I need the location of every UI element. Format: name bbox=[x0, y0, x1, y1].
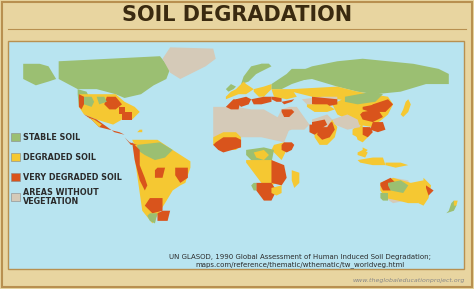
Polygon shape bbox=[292, 170, 300, 188]
Polygon shape bbox=[282, 110, 294, 117]
Polygon shape bbox=[254, 150, 269, 160]
Polygon shape bbox=[272, 160, 287, 186]
Polygon shape bbox=[419, 178, 431, 206]
Polygon shape bbox=[370, 122, 385, 132]
Polygon shape bbox=[363, 104, 381, 112]
Polygon shape bbox=[137, 130, 142, 132]
Polygon shape bbox=[175, 168, 188, 183]
Polygon shape bbox=[272, 186, 282, 196]
Polygon shape bbox=[254, 84, 272, 97]
FancyBboxPatch shape bbox=[11, 153, 20, 161]
Polygon shape bbox=[302, 97, 337, 107]
Polygon shape bbox=[87, 117, 102, 127]
Polygon shape bbox=[23, 64, 56, 85]
Text: STABLE SOIL: STABLE SOIL bbox=[23, 132, 80, 142]
Polygon shape bbox=[226, 81, 254, 99]
Polygon shape bbox=[385, 163, 408, 168]
Polygon shape bbox=[79, 94, 84, 110]
Polygon shape bbox=[357, 150, 368, 158]
Polygon shape bbox=[84, 97, 94, 107]
Polygon shape bbox=[446, 201, 456, 213]
Polygon shape bbox=[155, 168, 165, 178]
Polygon shape bbox=[307, 104, 335, 112]
Polygon shape bbox=[147, 213, 157, 223]
Polygon shape bbox=[213, 137, 241, 153]
Polygon shape bbox=[353, 125, 363, 137]
Polygon shape bbox=[312, 114, 332, 127]
Polygon shape bbox=[119, 132, 137, 145]
Polygon shape bbox=[272, 97, 282, 102]
Polygon shape bbox=[381, 178, 428, 203]
Polygon shape bbox=[132, 140, 191, 223]
Polygon shape bbox=[312, 97, 337, 107]
Polygon shape bbox=[256, 183, 276, 201]
Text: DEGRADED SOIL: DEGRADED SOIL bbox=[23, 153, 96, 162]
FancyBboxPatch shape bbox=[8, 41, 464, 269]
Polygon shape bbox=[236, 97, 251, 107]
Polygon shape bbox=[272, 142, 287, 160]
Polygon shape bbox=[282, 97, 297, 104]
Polygon shape bbox=[363, 147, 368, 153]
Polygon shape bbox=[272, 89, 297, 99]
Polygon shape bbox=[381, 178, 396, 190]
Polygon shape bbox=[292, 87, 357, 102]
Polygon shape bbox=[122, 112, 132, 120]
Polygon shape bbox=[97, 97, 107, 104]
Polygon shape bbox=[357, 158, 385, 165]
FancyBboxPatch shape bbox=[11, 133, 20, 141]
Polygon shape bbox=[246, 160, 282, 186]
Polygon shape bbox=[287, 59, 449, 94]
Polygon shape bbox=[251, 97, 272, 104]
Polygon shape bbox=[226, 99, 241, 110]
Polygon shape bbox=[315, 120, 337, 145]
Polygon shape bbox=[360, 110, 383, 122]
Polygon shape bbox=[370, 99, 393, 112]
Polygon shape bbox=[163, 47, 216, 79]
Polygon shape bbox=[312, 120, 327, 130]
Polygon shape bbox=[256, 64, 272, 74]
Polygon shape bbox=[104, 97, 122, 110]
Polygon shape bbox=[137, 142, 173, 160]
Polygon shape bbox=[401, 99, 411, 117]
Polygon shape bbox=[79, 94, 140, 125]
Polygon shape bbox=[317, 122, 335, 140]
Polygon shape bbox=[84, 114, 125, 135]
FancyBboxPatch shape bbox=[2, 2, 472, 287]
Text: AREAS WITHOUT
VEGETATION: AREAS WITHOUT VEGETATION bbox=[23, 188, 99, 206]
Polygon shape bbox=[213, 132, 241, 150]
Polygon shape bbox=[241, 64, 269, 84]
Text: www.theglobaleducationproject.org: www.theglobaleducationproject.org bbox=[353, 278, 465, 283]
Polygon shape bbox=[381, 178, 411, 203]
Text: UN GLASOD, 1990 Global Assessment of Human Induced Soil Degradation;
maps.com/re: UN GLASOD, 1990 Global Assessment of Hum… bbox=[169, 254, 431, 268]
Polygon shape bbox=[332, 92, 393, 127]
Polygon shape bbox=[388, 180, 408, 193]
Polygon shape bbox=[332, 114, 360, 130]
Text: SOIL DEGRADATION: SOIL DEGRADATION bbox=[122, 5, 352, 25]
Polygon shape bbox=[226, 84, 236, 92]
Polygon shape bbox=[78, 89, 91, 110]
Polygon shape bbox=[310, 125, 322, 135]
Polygon shape bbox=[59, 56, 170, 98]
Polygon shape bbox=[132, 142, 147, 190]
Polygon shape bbox=[272, 69, 307, 89]
Polygon shape bbox=[355, 127, 370, 142]
Polygon shape bbox=[454, 201, 458, 206]
FancyBboxPatch shape bbox=[11, 173, 20, 181]
Polygon shape bbox=[145, 198, 163, 213]
Polygon shape bbox=[251, 183, 256, 190]
Polygon shape bbox=[119, 107, 125, 114]
FancyBboxPatch shape bbox=[11, 193, 20, 201]
Polygon shape bbox=[246, 147, 274, 168]
Polygon shape bbox=[157, 211, 170, 221]
Text: VERY DEGRADED SOIL: VERY DEGRADED SOIL bbox=[23, 173, 122, 181]
Polygon shape bbox=[363, 127, 373, 137]
Polygon shape bbox=[213, 107, 289, 142]
Polygon shape bbox=[282, 142, 294, 153]
Polygon shape bbox=[381, 193, 388, 201]
Polygon shape bbox=[426, 186, 434, 196]
Polygon shape bbox=[276, 107, 310, 132]
Polygon shape bbox=[345, 92, 383, 104]
